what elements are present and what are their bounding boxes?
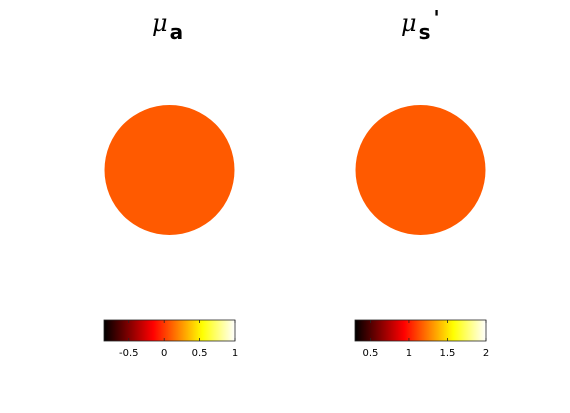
colorbar-tick-label: 0.5	[192, 348, 208, 359]
title-symbol: μ	[152, 9, 168, 37]
colorbar-mu-s-prime: 0.5 1 1.5 2	[354, 319, 489, 359]
title-subscript: a	[170, 20, 184, 44]
colorbar-tick-label: 1	[406, 348, 412, 359]
colorbar-frame	[103, 319, 236, 342]
colorbar-gradient	[355, 320, 486, 341]
colorbar-gradient	[104, 320, 235, 341]
colorbar-frame	[354, 319, 487, 342]
title-prime-mark: '	[434, 6, 440, 30]
colorbar-tick-label: 1	[232, 348, 238, 359]
title-symbol: μ	[401, 9, 417, 37]
image-disk-mu-a	[104, 105, 235, 235]
colorbar-ticks: -0.5 0 0.5 1	[119, 320, 238, 359]
image-disk-mu-s-prime	[355, 105, 486, 235]
colorbar-tick-label: -0.5	[119, 348, 139, 359]
panel-mu-s-prime: μ s' 0.5 1 1.5 2	[354, 6, 489, 359]
colorbar-tick-label: 2	[483, 348, 489, 359]
colorbar-mu-a: -0.5 0 0.5 1	[103, 319, 238, 359]
title-subscript: s	[419, 20, 431, 44]
colorbar-tick-label: 1.5	[440, 348, 456, 359]
colorbar-ticks: 0.5 1 1.5 2	[362, 320, 489, 359]
colorbar-tick-label: 0.5	[362, 348, 378, 359]
panel-title-mu-s-prime: μ s'	[401, 6, 440, 44]
colorbar-tick-label: 0	[161, 348, 167, 359]
